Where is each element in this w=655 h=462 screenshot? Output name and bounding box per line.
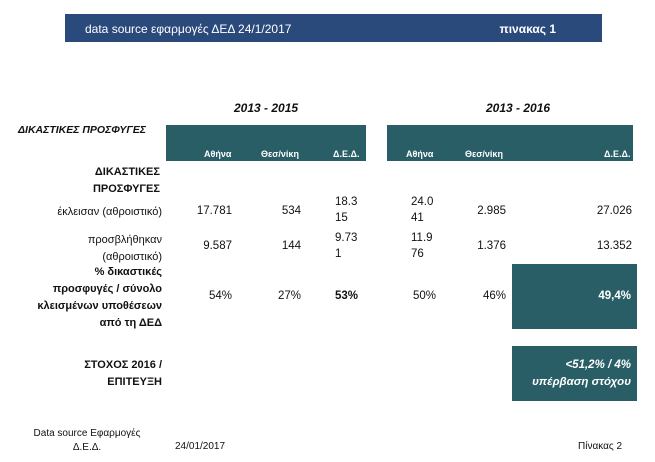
- col-header-ded-1: Δ.Ε.Δ.: [333, 149, 360, 159]
- row-group-heading: ΔΙΚΑΣΤΙΚΕΣ ΠΡΟΣΦΥΓΕΣ: [92, 166, 160, 195]
- header-band-2: [387, 125, 633, 161]
- footer-date: 24/01/2017: [175, 441, 226, 452]
- col-header-thessaloniki-2: Θεσ/νίκη: [465, 149, 503, 159]
- header-band-1: [166, 125, 366, 161]
- section-title: ΔΙΚΑΣΤΙΚΕΣ ΠΡΟΣΦΥΓΕΣ: [18, 124, 146, 136]
- cell-closed-ded-1: 18.3 15: [335, 196, 358, 224]
- row-label-appealed: προσβλήθηκαν (αθροιστικό): [87, 234, 162, 263]
- banner-source: data source εφαρμογές ΔΕΔ 24/1/2017: [85, 22, 292, 36]
- cell-appealed-ded-2: 13.352: [596, 240, 632, 252]
- cell-closed-athens-1: 17.781: [196, 205, 232, 217]
- cell-pct-ded-2: 49,4%: [598, 290, 631, 302]
- cell-pct-thess-2: 46%: [482, 290, 506, 302]
- period-heading-1: 2013 - 2015: [234, 101, 299, 115]
- cell-pct-athens-2: 50%: [412, 290, 436, 302]
- cell-closed-athens-2: 24.0 41: [411, 196, 434, 224]
- cell-appealed-athens-1: 9.587: [203, 240, 232, 252]
- footer-source: Data source Εφαρμογές Δ.Ε.Δ.: [33, 428, 141, 453]
- target-value: <51,2% / 4% υπέρβαση στόχου: [532, 359, 631, 388]
- col-header-athens-2: Αθήνα: [406, 149, 434, 159]
- cell-closed-ded-2: 27.026: [596, 205, 632, 217]
- banner-table-number: πινακας 1: [499, 22, 557, 36]
- cell-appealed-ded-1: 9.73 1: [335, 232, 358, 260]
- cell-appealed-athens-2: 11.9 76: [411, 232, 433, 260]
- col-header-thessaloniki-1: Θεσ/νίκη: [261, 149, 299, 159]
- target-label: ΣΤΟΧΟΣ 2016 / ΕΠΙΤΕΥΞΗ: [84, 359, 162, 388]
- cell-appealed-thess-2: 1.376: [477, 240, 506, 252]
- cell-pct-thess-1: 27%: [277, 290, 301, 302]
- cell-pct-ded-1: 53%: [335, 290, 359, 302]
- highlight-box-pct: 49,4%: [512, 264, 637, 329]
- col-header-athens-1: Αθήνα: [204, 149, 232, 159]
- cell-closed-thess-1: 534: [281, 205, 301, 217]
- col-header-ded-2: Δ.Ε.Δ.: [604, 149, 631, 159]
- target-box: <51,2% / 4% υπέρβαση στόχου: [512, 346, 637, 401]
- cell-pct-athens-1: 54%: [208, 290, 232, 302]
- period-heading-2: 2013 - 2016: [486, 101, 551, 115]
- header-banner: data source εφαρμογές ΔΕΔ 24/1/2017 πινα…: [65, 14, 602, 42]
- row-label-percentage: % δικαστικές προσφυγές / σύνολο κλεισμέν…: [37, 266, 162, 329]
- row-label-closed: έκλεισαν (αθροιστικό): [57, 206, 162, 218]
- footer-page: Πίνακας 2: [578, 441, 623, 452]
- cell-appealed-thess-1: 144: [281, 240, 301, 252]
- cell-closed-thess-2: 2.985: [477, 205, 506, 217]
